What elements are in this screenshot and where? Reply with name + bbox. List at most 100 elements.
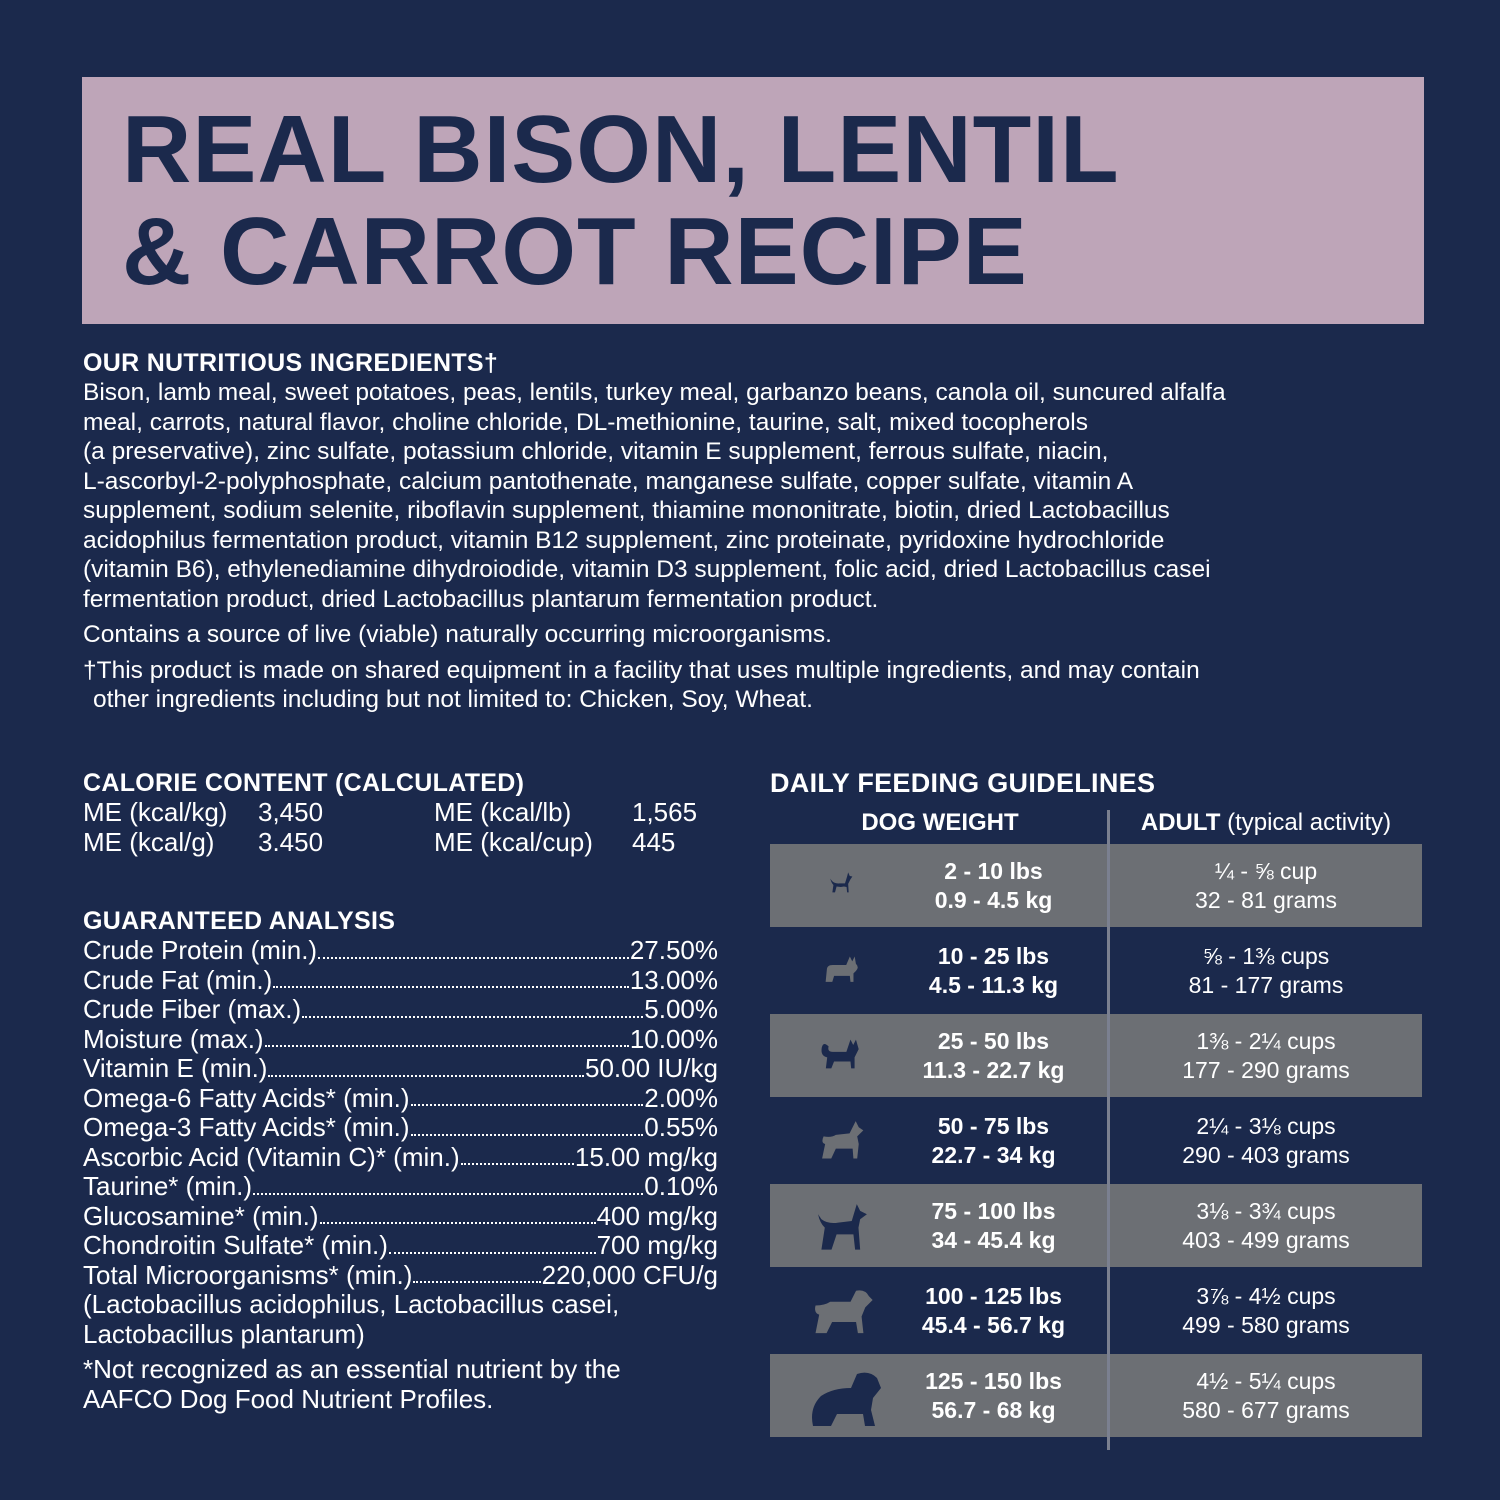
amount-cell: 3⅞ - 4½ cups 499 - 580 grams: [1110, 1269, 1422, 1352]
title-line-2: & CARROT RECIPE: [122, 198, 1028, 305]
feeding-row: 2 - 10 lbs 0.9 - 4.5 kg ¼ - ⅝ cup 32 - 81 g…: [770, 844, 1422, 927]
amount-cell: ¼ - ⅝ cup 32 - 81 grams: [1110, 844, 1422, 927]
weight-cell: 125 - 150 lbs 56.7 - 68 kg: [770, 1354, 1107, 1437]
analysis-row: Glucosamine* (min.) 400 mg/kg: [83, 1200, 718, 1232]
ingredients-section: OUR NUTRITIOUS INGREDIENTS† Bison, lamb …: [83, 348, 1423, 715]
weight-cell: 50 - 75 lbs 22.7 - 34 kg: [770, 1099, 1107, 1182]
calorie-label: ME (kcal/cup): [434, 826, 593, 857]
amount-grams: 580 - 677 grams: [1182, 1396, 1350, 1423]
weight-lbs: 10 - 25 lbs: [937, 942, 1050, 969]
analysis-row: Vitamin E (min.) 50.00 IU/kg: [83, 1053, 718, 1084]
weight-lbs: 100 - 125 lbs: [925, 1282, 1062, 1309]
dot-leader: [273, 966, 629, 988]
analysis-label: Crude Protein (min.): [83, 935, 318, 965]
amount-grams: 290 - 403 grams: [1182, 1141, 1350, 1168]
weight-lbs: 25 - 50 lbs: [937, 1027, 1050, 1054]
analysis-value: 400 mg/kg: [596, 1200, 718, 1231]
analysis-label: Chondroitin Sulfate* (min.): [83, 1230, 388, 1260]
feeding-row: 25 - 50 lbs 11.3 - 22.7 kg 1⅜ - 2¼ cups 177…: [770, 1014, 1422, 1097]
analysis-label: Glucosamine* (min.): [83, 1200, 319, 1231]
ingredients-list: Bison, lamb meal, sweet potatoes, peas, …: [83, 378, 1423, 614]
species-line: (Lactobacillus acidophilus, Lactobacillu…: [83, 1289, 620, 1319]
analysis-label: Omega-3 Fatty Acids* (min.): [83, 1112, 410, 1142]
amount-grams: 177 - 290 grams: [1182, 1056, 1350, 1083]
weight-kg: 11.3 - 22.7 kg: [922, 1056, 1065, 1083]
feeding-row: 125 - 150 lbs 56.7 - 68 kg 4½ - 5¼ cups 580…: [770, 1354, 1422, 1437]
analysis-label: Taurine* (min.): [83, 1171, 253, 1201]
amount-cell: ⅝ - 1⅜ cups 81 - 177 grams: [1110, 929, 1422, 1012]
analysis-heading: GUARANTEED ANALYSIS: [83, 907, 396, 935]
calorie-label: ME (kcal/lb): [434, 797, 572, 827]
ingredient-line: Bison, lamb meal, sweet potatoes, peas, …: [83, 379, 1226, 406]
newfoundland-icon: [770, 1358, 920, 1434]
calorie-value: 3.450: [258, 826, 324, 857]
analysis-row: Taurine* (min.) 0.10%: [83, 1171, 718, 1202]
amount-cell: 1⅜ - 2¼ cups 177 - 290 grams: [1110, 1014, 1422, 1097]
french-bulldog-icon: [770, 948, 920, 994]
activity-label: (typical activity): [1220, 809, 1392, 836]
analysis-value: 2.00%: [644, 1082, 718, 1113]
dot-leader: [410, 1113, 644, 1136]
ingredient-line: supplement, sodium selenite, riboflavin …: [83, 497, 1170, 524]
column-divider: [1107, 810, 1110, 1450]
weight-text: 10 - 25 lbs 4.5 - 11.3 kg: [920, 942, 1107, 1000]
feeding-row: 10 - 25 lbs 4.5 - 11.3 kg ⅝ - 1⅜ cups 81 - …: [770, 929, 1422, 1012]
analysis-value: 13.00%: [629, 964, 718, 995]
weight-kg: 56.7 - 68 kg: [931, 1396, 1056, 1423]
analysis-table: Crude Protein (min.) 27.50% Crude Fat (min…: [83, 935, 718, 1290]
analysis-value: 10.00%: [629, 1023, 718, 1054]
analysis-row: Crude Fat (min.) 13.00%: [83, 964, 718, 996]
col-adult: ADULT (typical activity): [1110, 809, 1422, 837]
weight-lbs: 2 - 10 lbs: [944, 857, 1043, 884]
amount-cups: ⅝ - 1⅜ cups: [1202, 942, 1330, 969]
calorie-value: 1,565: [632, 797, 698, 827]
analysis-row: Moisture (max.) 10.00%: [83, 1023, 718, 1055]
dot-leader: [388, 1231, 596, 1254]
weight-text: 2 - 10 lbs 0.9 - 4.5 kg: [920, 857, 1107, 915]
analysis-value: 0.55%: [644, 1112, 718, 1142]
col-dog-weight: DOG WEIGHT: [861, 809, 1019, 836]
dot-leader: [264, 1025, 629, 1047]
amount-cups: 1⅜ - 2¼ cups: [1196, 1027, 1336, 1054]
weight-kg: 22.7 - 34 kg: [931, 1141, 1056, 1168]
dot-leader: [253, 1172, 644, 1195]
analysis-value: 27.50%: [629, 935, 718, 965]
medium-dog-icon: [770, 1112, 920, 1170]
ingredient-line: meal, carrots, natural flavor, choline c…: [83, 408, 1088, 436]
amount-cups: 4½ - 5¼ cups: [1196, 1367, 1336, 1394]
ingredient-line: fermentation product, dried Lactobacillu…: [83, 585, 879, 613]
amount-cups: ¼ - ⅝ cup: [1214, 857, 1318, 884]
ingredient-line: (vitamin B6), ethylenediamine dihydroiod…: [83, 556, 1211, 583]
footnote-line: other ingredients including but not limi…: [93, 686, 813, 713]
species-line: Lactobacillus plantarum): [83, 1318, 365, 1349]
feeding-table-body: 2 - 10 lbs 0.9 - 4.5 kg ¼ - ⅝ cup 32 - 81 g…: [770, 844, 1422, 1437]
weight-lbs: 75 - 100 lbs: [931, 1197, 1056, 1224]
amount-grams: 81 - 177 grams: [1188, 971, 1344, 998]
dot-leader: [318, 936, 629, 959]
weight-kg: 34 - 45.4 kg: [931, 1226, 1056, 1253]
ingredient-line: acidophilus fermentation product, vitami…: [83, 526, 1165, 554]
amount-cell: 4½ - 5¼ cups 580 - 677 grams: [1110, 1354, 1422, 1437]
analysis-value: 5.00%: [644, 994, 718, 1024]
dot-leader: [413, 1261, 541, 1283]
weight-kg: 4.5 - 11.3 kg: [928, 971, 1059, 998]
weight-lbs: 50 - 75 lbs: [937, 1112, 1050, 1139]
weight-kg: 0.9 - 4.5 kg: [934, 886, 1053, 913]
feeding-heading: DAILY FEEDING GUIDELINES: [770, 768, 1156, 798]
analysis-value: 700 mg/kg: [596, 1230, 718, 1260]
dot-leader: [460, 1143, 574, 1165]
weight-cell: 100 - 125 lbs 45.4 - 56.7 kg: [770, 1269, 1107, 1352]
weight-cell: 25 - 50 lbs 11.3 - 22.7 kg: [770, 1014, 1107, 1097]
ingredient-line: L-ascorbyl-2-polyphosphate, calcium pant…: [83, 467, 1134, 495]
analysis-label: Vitamin E (min.): [83, 1053, 268, 1083]
title-line-1: REAL BISON, LENTIL: [122, 96, 1120, 203]
amount-grams: 403 - 499 grams: [1182, 1226, 1350, 1253]
amount-cups: 3⅛ - 3¾ cups: [1196, 1197, 1336, 1224]
amount-grams: 499 - 580 grams: [1182, 1311, 1350, 1338]
great-dane-icon: [770, 1194, 920, 1258]
calorie-label: ME (kcal/kg): [83, 797, 228, 827]
aafco-note: *Not recognized as an essential nutrient…: [83, 1354, 621, 1384]
adult-label: ADULT: [1140, 809, 1221, 836]
feeding-row: 75 - 100 lbs 34 - 45.4 kg 3⅛ - 3¾ cups 403 …: [770, 1184, 1422, 1267]
ingredients-heading: OUR NUTRITIOUS INGREDIENTS†: [83, 349, 499, 377]
